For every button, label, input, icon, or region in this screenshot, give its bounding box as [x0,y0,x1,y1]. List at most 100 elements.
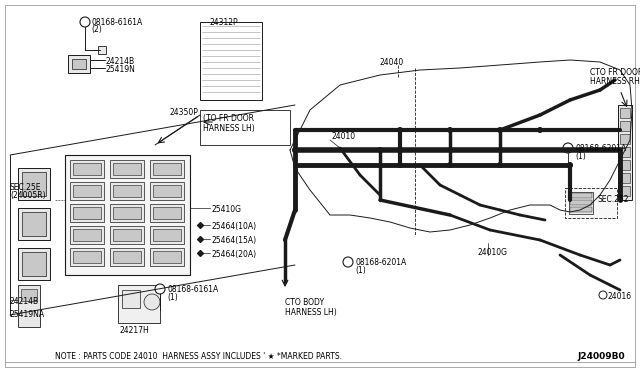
Circle shape [537,127,543,133]
Circle shape [563,143,573,153]
Text: NOTE : PARTS CODE 24010  HARNESS ASSY INCLUDES ' ★ *MARKED PARTS.: NOTE : PARTS CODE 24010 HARNESS ASSY INC… [55,352,342,361]
Text: 25419NA: 25419NA [10,310,45,319]
Bar [620,108,630,118]
Circle shape [144,294,160,310]
Bar [22,212,46,236]
Bar [73,229,101,241]
Bar [70,160,104,178]
Bar [620,121,630,131]
Text: (1): (1) [575,152,586,161]
Bar [18,285,40,327]
Bar [620,186,630,196]
Text: (1): (1) [167,293,178,302]
Bar [18,248,50,280]
Text: 08168-6201A: 08168-6201A [575,144,627,153]
Text: SEC.25E: SEC.25E [10,183,42,192]
Circle shape [343,257,353,267]
Bar [68,55,90,73]
Text: 24214B: 24214B [10,297,39,306]
Bar [569,192,593,214]
Circle shape [292,147,298,153]
Bar [200,22,262,100]
Text: CTO FR DOOR: CTO FR DOOR [590,68,640,77]
Bar [570,200,592,205]
Circle shape [397,162,403,168]
Bar [153,251,181,263]
Bar [113,163,141,175]
Bar [22,172,46,196]
Text: 08168-6161A: 08168-6161A [91,18,142,27]
Bar [570,207,592,212]
Bar [73,251,101,263]
Circle shape [377,147,383,153]
Bar [110,226,144,244]
Bar [18,208,50,240]
Text: (2): (2) [91,25,102,34]
Bar [22,252,46,276]
Bar [110,182,144,200]
Bar [18,168,50,200]
Bar [70,182,104,200]
Bar [200,110,290,145]
Circle shape [497,162,503,168]
Bar [122,290,140,308]
Bar [113,185,141,197]
Circle shape [497,127,503,133]
Text: HARNESS LH): HARNESS LH) [203,124,255,133]
Bar [150,160,184,178]
Bar [620,134,630,144]
Text: 24214B: 24214B [106,57,135,66]
Bar [620,147,630,157]
Bar [565,188,617,218]
Bar [118,285,160,323]
Bar [70,248,104,266]
Circle shape [397,127,403,133]
Bar [153,229,181,241]
Text: (TO FR DOOR: (TO FR DOOR [203,114,254,123]
Bar [150,226,184,244]
Text: 24040: 24040 [380,58,404,67]
Text: 24217H: 24217H [120,326,150,335]
Bar [70,226,104,244]
Bar [150,248,184,266]
Text: 25464(20A): 25464(20A) [212,250,257,259]
Circle shape [80,17,90,27]
Bar [73,163,101,175]
Bar [153,207,181,219]
Bar [150,182,184,200]
Bar [150,204,184,222]
Bar [110,204,144,222]
Text: 25410G: 25410G [212,205,242,214]
Bar [70,204,104,222]
Text: (1): (1) [355,266,365,275]
Bar [153,163,181,175]
Text: 24312P: 24312P [210,18,239,27]
Bar [570,193,592,198]
Circle shape [447,162,453,168]
Bar [21,289,37,301]
Circle shape [155,284,165,294]
Circle shape [567,162,573,168]
Bar [110,248,144,266]
Bar [620,173,630,183]
Bar [618,105,632,200]
Bar [113,229,141,241]
Bar [153,185,181,197]
Bar [110,160,144,178]
Bar [98,46,106,54]
Circle shape [447,127,453,133]
Text: J24009B0: J24009B0 [577,352,625,361]
Text: HARNESS RH): HARNESS RH) [590,77,640,86]
Bar [113,251,141,263]
Bar [73,185,101,197]
Text: HARNESS LH): HARNESS LH) [285,308,337,317]
Text: 25464(15A): 25464(15A) [212,236,257,245]
Text: 24010G: 24010G [478,248,508,257]
Text: 08168-6161A: 08168-6161A [167,285,218,294]
Text: SEC.252: SEC.252 [597,195,628,204]
Text: 08168-6201A: 08168-6201A [355,258,406,267]
Bar [73,207,101,219]
Text: 24016: 24016 [608,292,632,301]
Text: 25464(10A): 25464(10A) [212,222,257,231]
Bar [65,155,190,275]
